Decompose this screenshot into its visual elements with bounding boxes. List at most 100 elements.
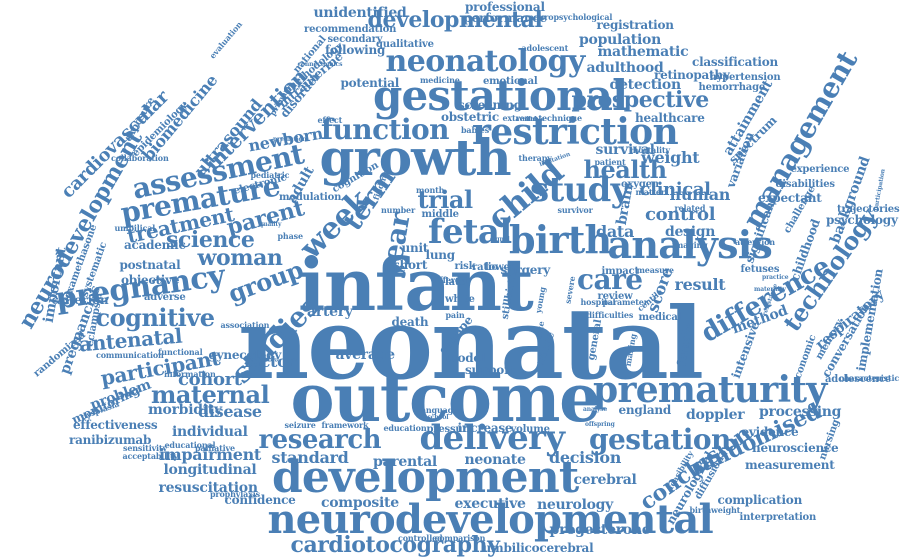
word-individual: individual xyxy=(172,424,248,440)
word-connectomics: connectomics xyxy=(297,61,343,68)
word-short: short xyxy=(393,258,428,272)
word-analysis: analysis xyxy=(607,222,773,267)
word-school: school xyxy=(427,414,449,421)
word-growth: growth xyxy=(319,128,512,187)
word-processing: processing xyxy=(759,404,842,420)
word-framework: framework xyxy=(321,420,369,430)
word-imaging: imaging xyxy=(672,240,708,250)
word-cognitive: cognitive xyxy=(95,303,216,332)
word-prospective: prospective xyxy=(571,87,710,113)
word-performance: performance xyxy=(463,11,548,25)
word-following: following xyxy=(325,43,386,57)
word-offspring: offspring xyxy=(585,421,615,428)
word-nursing: nursing xyxy=(817,418,842,462)
word-science: science xyxy=(166,227,255,253)
word-available: available xyxy=(515,116,545,123)
word-adverse: adverse xyxy=(144,292,186,303)
word-study: study xyxy=(530,170,630,210)
word-language: language xyxy=(418,405,459,415)
word-model: model xyxy=(445,351,486,365)
word-middle: middle xyxy=(421,209,460,220)
word-hypertension: hypertension xyxy=(709,72,781,83)
word-adulthood: adulthood xyxy=(586,60,664,76)
word-health: health xyxy=(583,155,668,184)
word-data: data xyxy=(596,222,635,241)
word-birthweight: birthweight xyxy=(689,505,741,515)
word-healthcare: healthcare xyxy=(635,111,705,125)
word-umbilicocerebral: umbilicocerebral xyxy=(482,541,594,555)
word-classification: classification xyxy=(692,55,778,69)
word-executive: executive xyxy=(454,496,526,512)
word-longitudinal: longitudinal xyxy=(163,462,257,478)
word-detection: detection xyxy=(609,77,682,93)
word-babies: babies xyxy=(461,125,490,135)
word-trajectories: trajectories xyxy=(837,204,900,215)
word-controlled: controlled xyxy=(398,533,443,543)
word-lower: lower xyxy=(485,262,515,273)
word-parental: parental xyxy=(373,454,437,470)
word-rate: rate xyxy=(533,320,547,340)
word-pain: pain xyxy=(445,310,465,320)
word-development: development xyxy=(272,452,579,503)
word-sensitivity: sensitivity xyxy=(123,443,167,453)
word-doppler: doppler xyxy=(686,407,745,423)
word-artery: artery xyxy=(307,304,353,320)
word-cohort: cohort xyxy=(178,369,242,390)
word-acceptability: acceptability xyxy=(122,451,179,461)
word-care: care xyxy=(577,263,643,296)
word-psychology: psychology xyxy=(826,213,898,227)
word-oxygen: oxygen xyxy=(621,179,659,190)
word-disease: disease xyxy=(198,402,262,421)
word-confidence: confidence xyxy=(224,493,296,507)
word-late: late xyxy=(445,277,466,288)
word-obstetric: obstetric xyxy=(441,110,499,124)
word-cerebral: cerebral xyxy=(573,472,637,488)
word-education: education xyxy=(383,423,427,433)
word-matter: matter xyxy=(635,187,666,197)
word-gestational: gestational xyxy=(373,71,628,120)
word-factor: factor xyxy=(244,352,296,371)
word-information: information xyxy=(164,369,216,379)
word-composite: composite xyxy=(321,495,399,511)
word-evidence: evidence xyxy=(741,425,799,439)
word-patient: patient xyxy=(594,157,626,167)
word-modulation: modulation xyxy=(279,192,342,203)
word-experience: experience xyxy=(790,164,850,175)
word-survival: survival xyxy=(595,142,655,158)
word-postnatal: postnatal xyxy=(119,258,181,272)
word-support: support xyxy=(465,363,516,377)
word-fetuses: fetuses xyxy=(740,264,780,275)
word-characteristic: characteristic xyxy=(839,373,900,383)
word-functional: functional xyxy=(158,347,203,357)
word-neuroscience: neuroscience xyxy=(752,441,839,455)
word-pressure: pressure xyxy=(426,424,474,435)
word-emotional: emotional xyxy=(483,76,538,87)
word-unit: unit xyxy=(401,241,429,255)
word-ranibizumab: ranibizumab xyxy=(69,433,152,447)
word-neurodevelopmental: neurodevelopmental xyxy=(267,496,714,543)
word-complication: complication xyxy=(717,493,803,507)
word-effect: effect xyxy=(317,115,343,125)
word-death: death xyxy=(391,315,429,329)
word-progesterone: progesterone xyxy=(549,522,651,538)
word-review: review xyxy=(597,291,633,302)
word-technique: technique xyxy=(538,113,583,123)
word-white: white xyxy=(445,294,475,305)
word-resuscitation: resuscitation xyxy=(158,480,259,496)
word-adolescence: adolescence xyxy=(825,374,891,385)
word-comparison: comparison xyxy=(434,533,486,543)
word-parameter: parameter xyxy=(602,297,648,307)
word-registration: registration xyxy=(596,18,675,32)
word-human: human xyxy=(669,185,731,204)
word-function: function xyxy=(321,113,449,146)
word-measure: measure xyxy=(636,265,674,275)
word-different: different xyxy=(431,275,469,285)
word-quality: quality xyxy=(259,221,282,228)
word-palliative: palliative xyxy=(195,443,235,453)
word-number: number xyxy=(381,205,416,215)
word-delivery: delivery xyxy=(419,418,566,458)
word-developmental: developmental xyxy=(367,7,543,33)
word-practice: practice xyxy=(762,274,789,281)
word-attention: attention xyxy=(735,237,775,247)
word-lung: lung xyxy=(425,248,456,262)
